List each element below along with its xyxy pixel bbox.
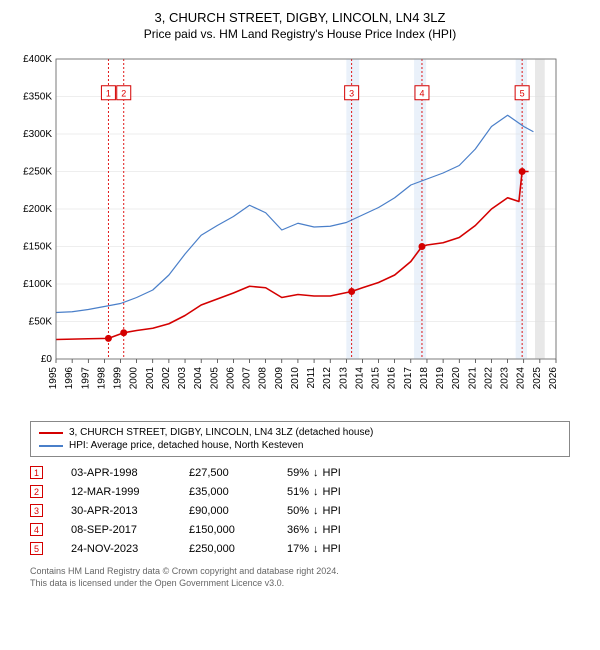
sale-date: 12-MAR-1999 bbox=[71, 486, 161, 498]
svg-text:2005: 2005 bbox=[209, 367, 220, 390]
legend-label: HPI: Average price, detached house, Nort… bbox=[69, 440, 303, 451]
svg-text:2023: 2023 bbox=[500, 367, 511, 390]
svg-text:3: 3 bbox=[349, 88, 354, 98]
sale-row: 5 24-NOV-2023 £250,000 17%↓HPI bbox=[30, 539, 570, 558]
sale-row: 4 08-SEP-2017 £150,000 36%↓HPI bbox=[30, 520, 570, 539]
svg-text:2010: 2010 bbox=[290, 367, 301, 390]
sale-price: £250,000 bbox=[189, 543, 259, 555]
sale-diff: 59%↓HPI bbox=[287, 467, 341, 479]
svg-text:£350K: £350K bbox=[23, 92, 52, 103]
svg-text:2009: 2009 bbox=[274, 367, 285, 390]
svg-text:£0: £0 bbox=[41, 354, 53, 365]
svg-text:£400K: £400K bbox=[23, 54, 52, 65]
down-arrow-icon: ↓ bbox=[313, 543, 319, 555]
svg-text:2002: 2002 bbox=[161, 367, 172, 390]
down-arrow-icon: ↓ bbox=[313, 467, 319, 479]
sale-marker-icon: 4 bbox=[30, 523, 43, 536]
legend-label: 3, CHURCH STREET, DIGBY, LINCOLN, LN4 3L… bbox=[69, 427, 373, 438]
svg-text:2019: 2019 bbox=[435, 367, 446, 390]
footer-line-2: This data is licensed under the Open Gov… bbox=[30, 578, 570, 590]
sale-row: 2 12-MAR-1999 £35,000 51%↓HPI bbox=[30, 482, 570, 501]
svg-text:2026: 2026 bbox=[548, 367, 559, 390]
sale-marker-icon: 3 bbox=[30, 504, 43, 517]
svg-text:2003: 2003 bbox=[177, 367, 188, 390]
sale-price: £90,000 bbox=[189, 505, 259, 517]
svg-text:£100K: £100K bbox=[23, 279, 52, 290]
svg-text:2001: 2001 bbox=[145, 367, 156, 390]
svg-text:1998: 1998 bbox=[96, 367, 107, 390]
footer-line-1: Contains HM Land Registry data © Crown c… bbox=[30, 566, 570, 578]
down-arrow-icon: ↓ bbox=[313, 524, 319, 536]
sale-diff: 51%↓HPI bbox=[287, 486, 341, 498]
svg-text:2012: 2012 bbox=[322, 367, 333, 390]
sale-marker-icon: 2 bbox=[30, 485, 43, 498]
sales-table: 1 03-APR-1998 £27,500 59%↓HPI 2 12-MAR-1999 £3… bbox=[30, 463, 570, 558]
down-arrow-icon: ↓ bbox=[313, 486, 319, 498]
svg-text:2021: 2021 bbox=[467, 367, 478, 390]
svg-text:2014: 2014 bbox=[354, 367, 365, 390]
svg-text:1: 1 bbox=[106, 88, 111, 98]
svg-text:£50K: £50K bbox=[29, 317, 53, 328]
svg-text:£150K: £150K bbox=[23, 242, 52, 253]
svg-text:5: 5 bbox=[520, 88, 525, 98]
chart-title: 3, CHURCH STREET, DIGBY, LINCOLN, LN4 3L… bbox=[10, 10, 590, 25]
sale-row: 3 30-APR-2013 £90,000 50%↓HPI bbox=[30, 501, 570, 520]
svg-text:2025: 2025 bbox=[532, 367, 543, 390]
sale-price: £150,000 bbox=[189, 524, 259, 536]
svg-text:£200K: £200K bbox=[23, 204, 52, 215]
svg-text:2020: 2020 bbox=[451, 367, 462, 390]
sale-diff: 17%↓HPI bbox=[287, 543, 341, 555]
svg-text:2007: 2007 bbox=[242, 367, 253, 390]
svg-text:1996: 1996 bbox=[64, 367, 75, 390]
sale-date: 03-APR-1998 bbox=[71, 467, 161, 479]
sale-price: £27,500 bbox=[189, 467, 259, 479]
sale-price: £35,000 bbox=[189, 486, 259, 498]
chart-subtitle: Price paid vs. HM Land Registry's House … bbox=[10, 27, 590, 41]
sale-diff: 50%↓HPI bbox=[287, 505, 341, 517]
svg-text:1995: 1995 bbox=[48, 367, 59, 390]
sale-marker-icon: 5 bbox=[30, 542, 43, 555]
legend-swatch bbox=[39, 445, 63, 447]
svg-text:2: 2 bbox=[121, 88, 126, 98]
svg-text:2011: 2011 bbox=[306, 367, 317, 389]
svg-text:2006: 2006 bbox=[225, 367, 236, 390]
sale-date: 08-SEP-2017 bbox=[71, 524, 161, 536]
sale-marker-icon: 1 bbox=[30, 466, 43, 479]
svg-text:4: 4 bbox=[419, 88, 424, 98]
svg-text:2016: 2016 bbox=[387, 367, 398, 390]
legend-item: HPI: Average price, detached house, Nort… bbox=[39, 439, 561, 452]
svg-text:2008: 2008 bbox=[258, 367, 269, 390]
svg-text:2018: 2018 bbox=[419, 367, 430, 390]
footer-attribution: Contains HM Land Registry data © Crown c… bbox=[30, 566, 570, 589]
price-vs-hpi-chart: £0 £50K £100K £150K £200K £250K £300K £350K £400… bbox=[10, 51, 570, 411]
svg-text:2022: 2022 bbox=[483, 367, 494, 390]
svg-text:2004: 2004 bbox=[193, 367, 204, 390]
legend: 3, CHURCH STREET, DIGBY, LINCOLN, LN4 3L… bbox=[30, 421, 570, 457]
svg-text:2013: 2013 bbox=[338, 367, 349, 390]
legend-swatch bbox=[39, 432, 63, 434]
svg-text:2000: 2000 bbox=[129, 367, 140, 390]
sale-date: 30-APR-2013 bbox=[71, 505, 161, 517]
sale-date: 24-NOV-2023 bbox=[71, 543, 161, 555]
sale-diff: 36%↓HPI bbox=[287, 524, 341, 536]
svg-text:2024: 2024 bbox=[516, 367, 527, 390]
legend-item: 3, CHURCH STREET, DIGBY, LINCOLN, LN4 3L… bbox=[39, 426, 561, 439]
svg-text:1997: 1997 bbox=[80, 367, 91, 390]
svg-text:1999: 1999 bbox=[113, 367, 124, 390]
svg-text:2017: 2017 bbox=[403, 367, 414, 390]
svg-text:£300K: £300K bbox=[23, 129, 52, 140]
svg-text:£250K: £250K bbox=[23, 167, 52, 178]
sale-row: 1 03-APR-1998 £27,500 59%↓HPI bbox=[30, 463, 570, 482]
svg-text:2015: 2015 bbox=[371, 367, 382, 390]
down-arrow-icon: ↓ bbox=[313, 505, 319, 517]
